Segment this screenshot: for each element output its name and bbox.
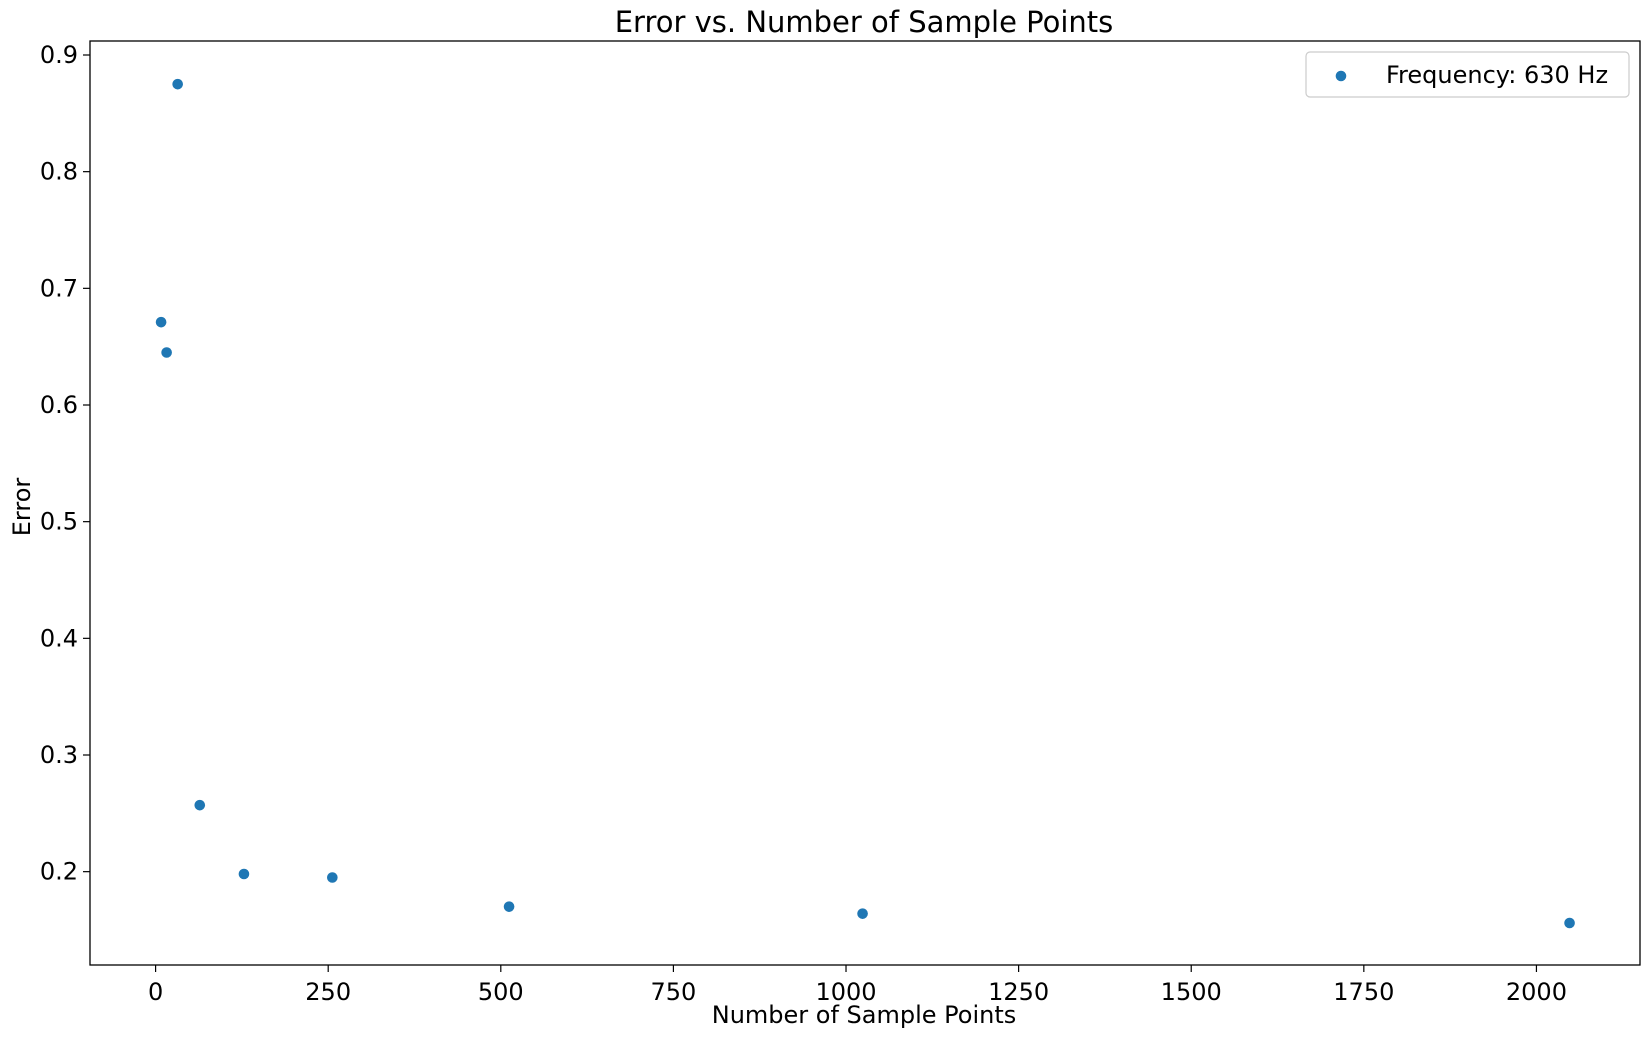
legend-label: Frequency: 630 Hz [1386, 61, 1608, 89]
data-point [857, 908, 868, 919]
data-point [155, 316, 167, 328]
chart-title: Error vs. Number of Sample Points [615, 5, 1114, 39]
data-point [327, 872, 338, 883]
y-tick-label: 0.6 [40, 391, 78, 419]
x-tick-label: 1500 [1161, 978, 1222, 1006]
x-tick-label: 2000 [1506, 978, 1567, 1006]
y-tick-label: 0.3 [40, 741, 78, 769]
y-tick-label: 0.8 [40, 158, 78, 186]
y-axis: 0.2 0.3 0.4 0.5 0.6 0.7 0.8 0.9 [40, 41, 90, 886]
x-tick-label: 1000 [815, 978, 876, 1006]
legend-marker [1335, 70, 1347, 82]
x-axis-label: Number of Sample Points [712, 1001, 1017, 1029]
y-axis-label: Error [8, 478, 36, 537]
data-point [503, 901, 515, 912]
x-tick-label: 1750 [1333, 978, 1394, 1006]
legend-box [1305, 51, 1630, 98]
y-tick-label: 0.2 [40, 858, 78, 886]
data-point [161, 347, 172, 358]
x-tick-label: 750 [651, 978, 697, 1006]
x-tick-label: 0 [148, 978, 163, 1006]
y-tick-label: 0.9 [40, 41, 78, 69]
x-axis: 0 250 500 750 1000 1250 1500 1750 2000 [148, 965, 1567, 1006]
plot-frame [89, 40, 1641, 966]
x-tick-label: 500 [478, 978, 524, 1006]
data-point [1564, 917, 1575, 929]
legend: Frequency: 630 Hz [1305, 51, 1630, 98]
data-point [238, 868, 250, 880]
y-tick-label: 0.4 [40, 624, 78, 652]
x-tick-label: 250 [305, 978, 351, 1006]
x-tick-label: 1250 [988, 978, 1049, 1006]
y-tick-label: 0.5 [40, 508, 78, 536]
data-point [194, 799, 206, 811]
plot-area [155, 78, 1575, 929]
data-point [172, 78, 183, 90]
y-tick-label: 0.7 [40, 274, 78, 302]
